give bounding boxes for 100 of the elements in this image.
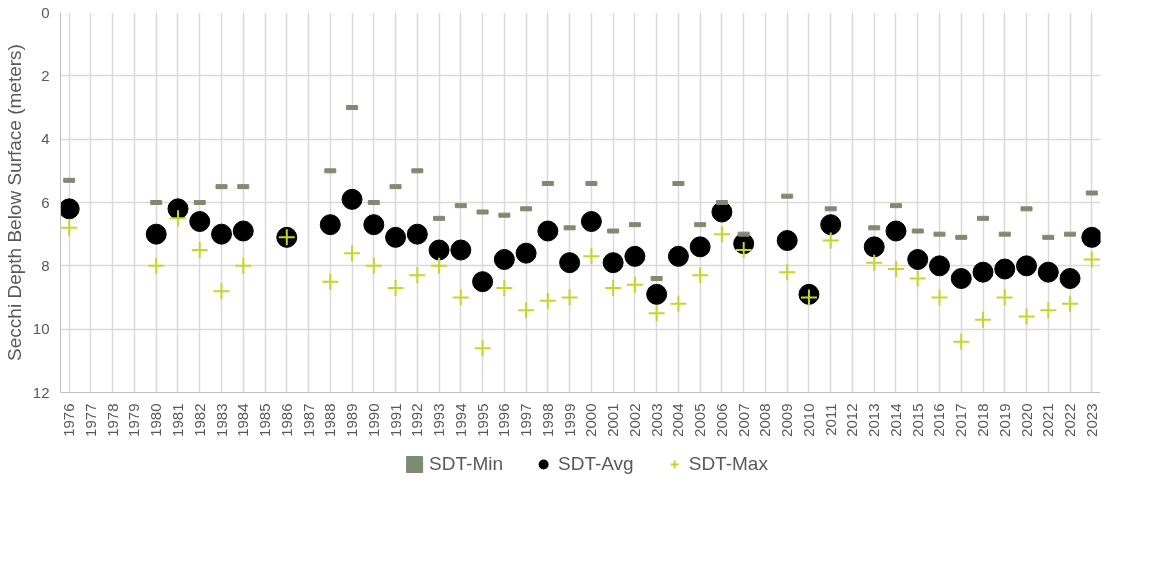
y-tick-label: 6	[41, 193, 50, 211]
point	[190, 241, 209, 259]
point	[1039, 301, 1058, 320]
point	[734, 241, 753, 259]
point	[472, 271, 494, 293]
point	[972, 261, 994, 283]
x-tick-label: 1990	[364, 403, 382, 437]
point	[363, 214, 385, 236]
point	[495, 279, 514, 297]
point	[907, 249, 929, 270]
x-tick-label: 2018	[974, 403, 992, 437]
point	[1017, 307, 1036, 326]
point	[711, 201, 733, 223]
point	[559, 252, 581, 274]
point	[669, 294, 688, 313]
x-tick-label: 1999	[560, 403, 578, 437]
point	[776, 230, 798, 251]
x-tick-label: 1993	[430, 403, 448, 437]
point	[885, 220, 907, 242]
x-tick-label: 1985	[256, 403, 274, 437]
x-tick-label: 2006	[712, 403, 730, 437]
point	[689, 236, 711, 258]
x-tick-label: 2023	[1082, 403, 1100, 437]
x-tick-label: 1991	[386, 403, 404, 437]
x-tick-label: 2001	[604, 403, 622, 437]
point	[167, 198, 189, 220]
point	[929, 255, 950, 277]
point	[667, 245, 689, 267]
point	[168, 209, 187, 228]
point	[647, 304, 666, 323]
point	[602, 252, 624, 274]
x-tick-label: 1994	[451, 403, 469, 437]
point	[517, 301, 536, 320]
y-tick-label: 10	[32, 320, 50, 338]
point	[1037, 261, 1059, 283]
point	[364, 256, 383, 275]
x-tick-label: 2002	[625, 403, 643, 437]
y-tick-label: 8	[41, 256, 50, 274]
point	[1061, 294, 1080, 313]
point	[60, 198, 80, 220]
point	[341, 188, 363, 210]
x-tick-label: 1987	[299, 403, 317, 437]
x-tick-label: 2004	[669, 403, 687, 437]
y-tick-label: 0	[41, 3, 50, 21]
point	[212, 282, 231, 301]
point	[580, 211, 602, 232]
x-tick-label: 1982	[190, 403, 208, 437]
point	[604, 279, 623, 297]
x-tick-label: 2009	[778, 403, 796, 437]
point	[778, 263, 797, 282]
x-tick-label: 1992	[408, 403, 426, 437]
legend-label: SDT-Max	[688, 453, 768, 475]
point	[950, 268, 972, 289]
legend-label: SDT-Min	[429, 453, 504, 475]
x-tick-label: 2010	[799, 403, 817, 437]
x-tick-label: 2017	[952, 403, 970, 437]
point	[386, 279, 405, 297]
point	[712, 225, 731, 244]
x-tick-label: 1978	[103, 403, 121, 437]
point	[343, 244, 362, 263]
x-tick-label: 1976	[60, 403, 78, 437]
point	[538, 291, 557, 310]
point	[147, 256, 166, 275]
point	[493, 249, 515, 270]
x-tick-label: 1996	[495, 403, 513, 437]
point	[234, 256, 253, 275]
legend-label: SDT-Avg	[558, 453, 634, 475]
point	[625, 275, 644, 294]
point	[821, 231, 840, 250]
x-tick-label: 1997	[517, 403, 535, 437]
point	[473, 339, 492, 358]
point	[1016, 255, 1038, 277]
point	[952, 332, 971, 351]
point	[995, 288, 1014, 307]
point	[1082, 250, 1101, 269]
x-tick-label: 1983	[212, 403, 230, 437]
point	[211, 223, 232, 245]
point	[908, 269, 927, 288]
x-tick-label: 2019	[995, 403, 1013, 437]
point	[886, 260, 905, 278]
x-tick-label: 1995	[473, 403, 491, 437]
x-tick-label: 2012	[843, 403, 861, 437]
point	[385, 226, 407, 248]
point	[624, 245, 646, 267]
point	[1059, 268, 1081, 289]
x-tick-label: 2020	[1017, 403, 1035, 437]
point	[321, 272, 340, 291]
x-tick-label: 1989	[343, 403, 361, 437]
point	[863, 236, 885, 258]
point	[646, 283, 668, 305]
x-tick-label: 2003	[647, 403, 665, 437]
x-tick-label: 1986	[277, 403, 295, 437]
y-tick-label: 4	[41, 130, 50, 148]
x-tick-label: 1980	[147, 403, 165, 437]
x-tick-label: 1981	[168, 403, 186, 437]
x-tick-label: 2005	[691, 403, 709, 437]
x-tick-label: 2008	[756, 403, 774, 437]
x-tick-label: 2011	[821, 403, 839, 436]
point	[560, 288, 579, 307]
point	[691, 266, 710, 285]
